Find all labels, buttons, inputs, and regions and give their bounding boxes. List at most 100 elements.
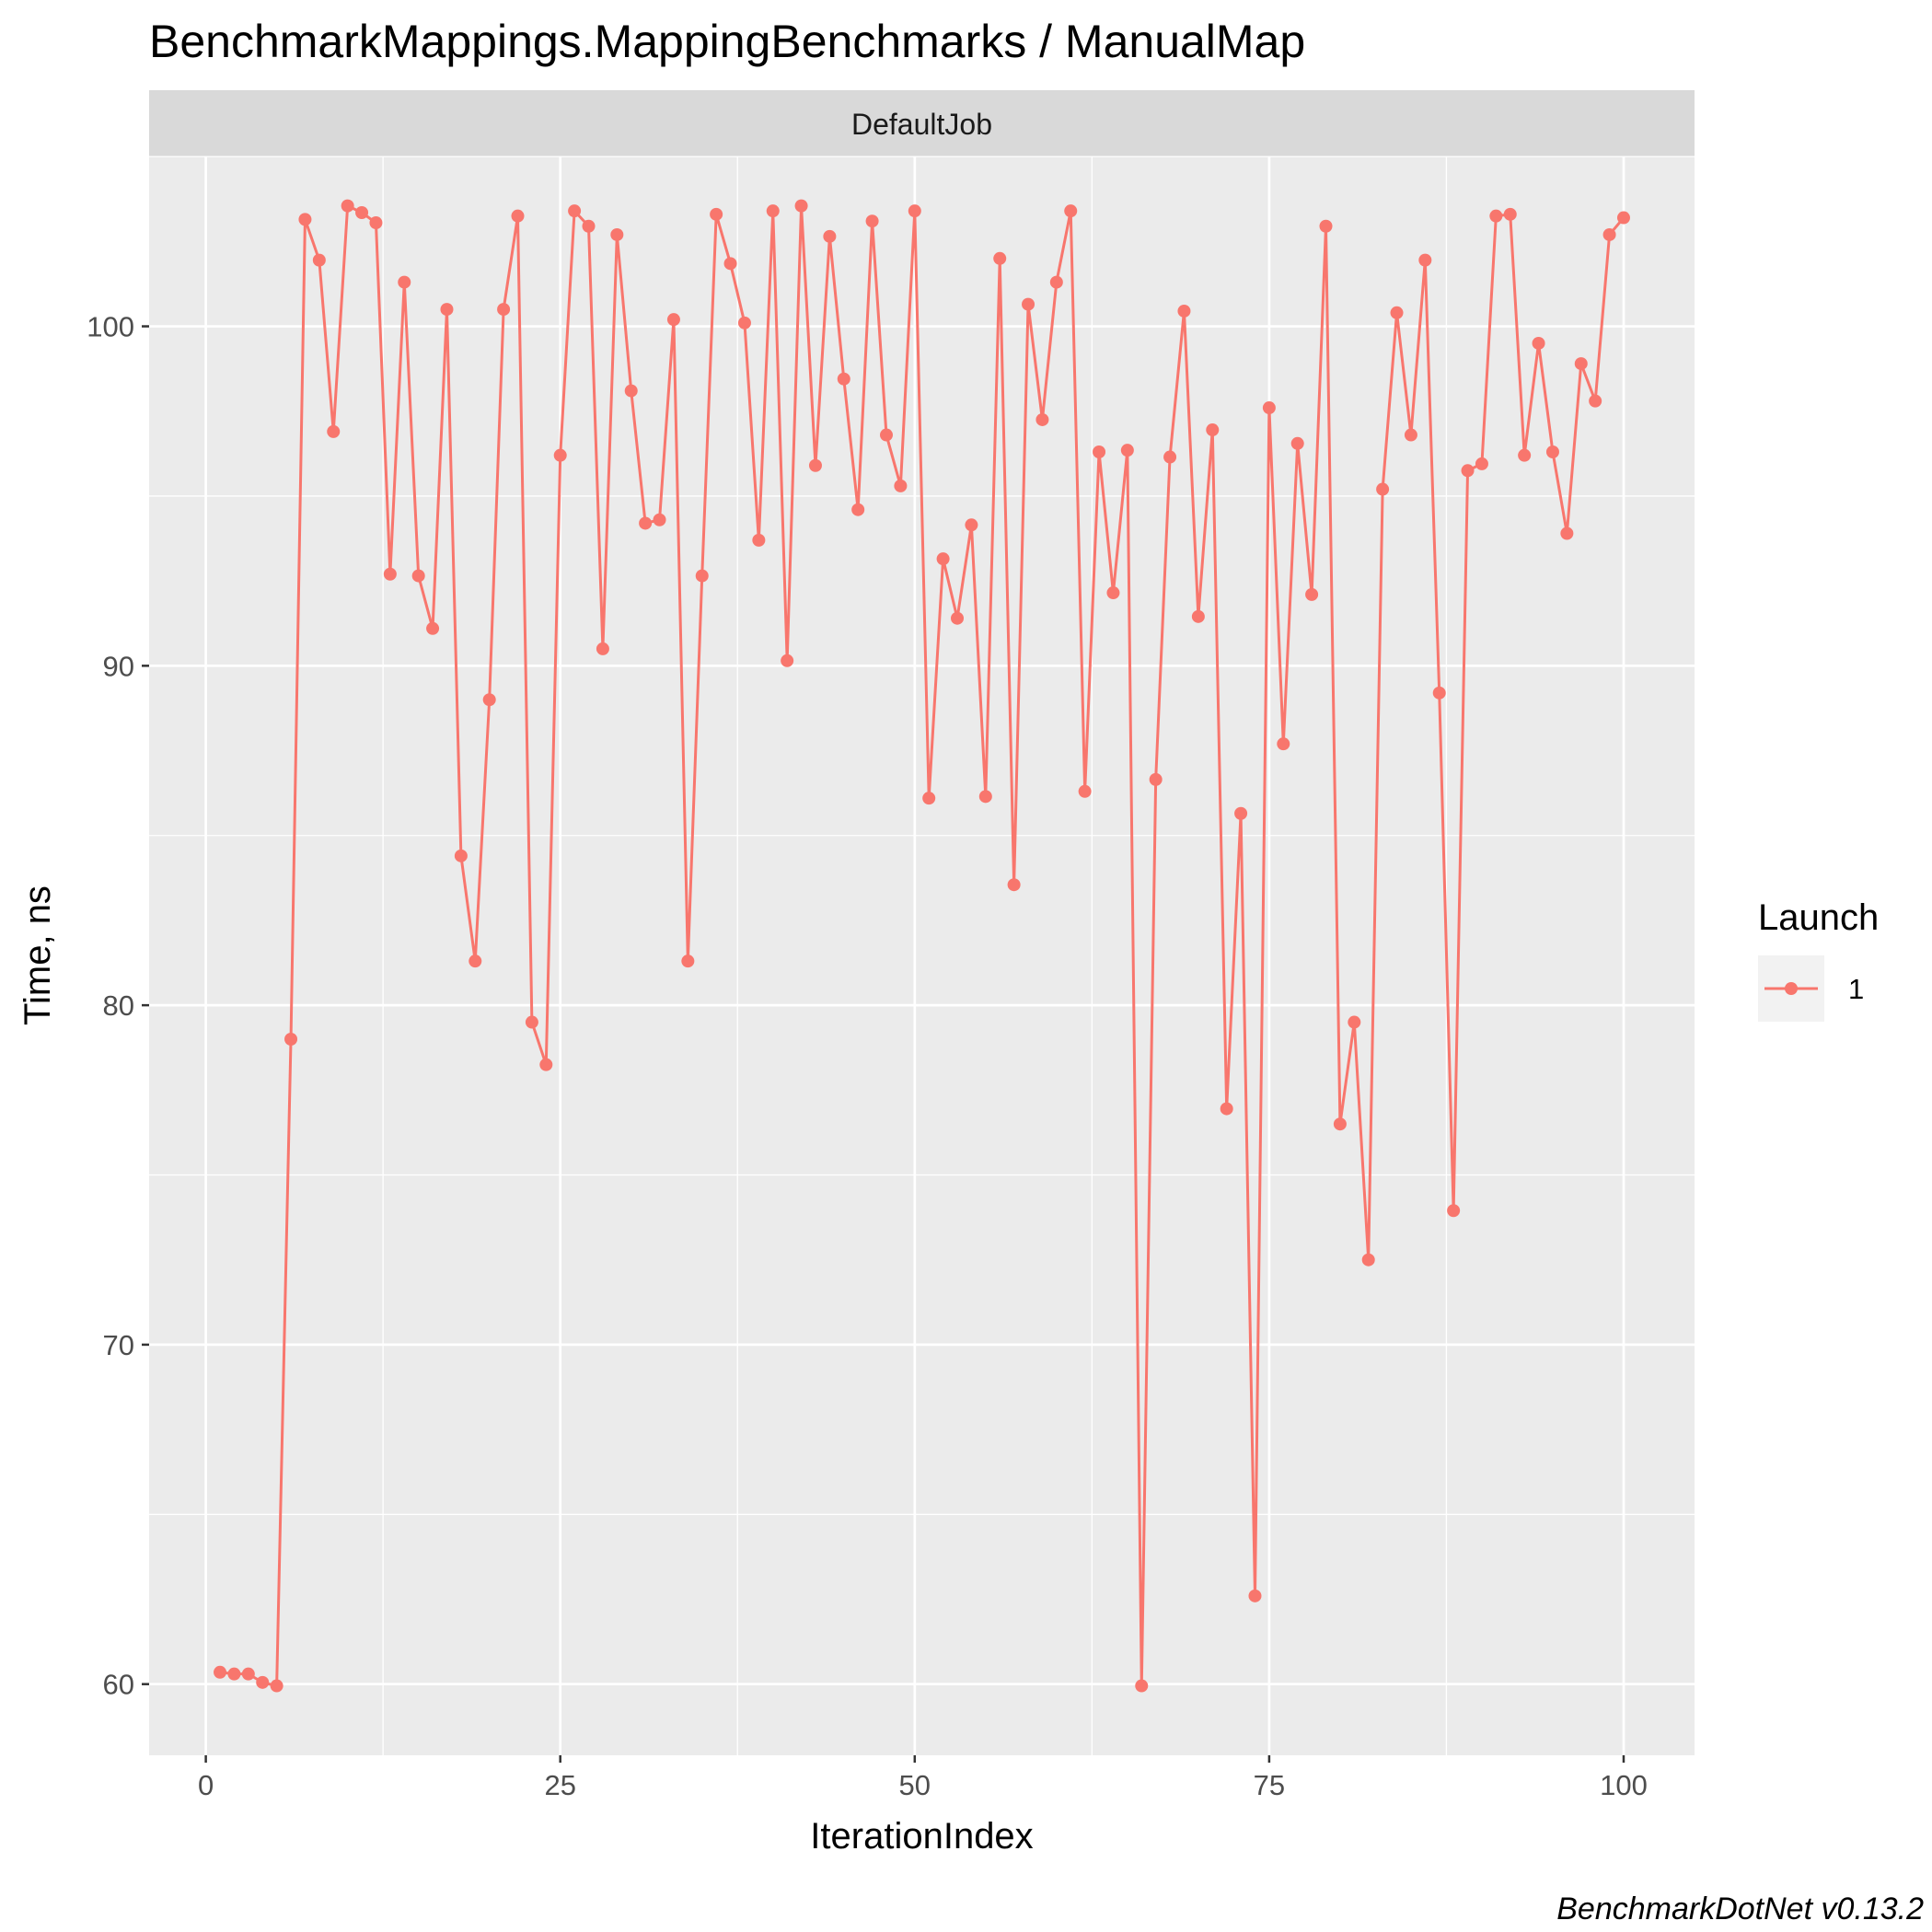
data-point-87 (1432, 686, 1446, 700)
data-point-95 (1545, 445, 1559, 458)
data-point-36 (710, 207, 723, 221)
data-point-41 (781, 654, 794, 667)
data-point-59 (1035, 412, 1049, 426)
data-point-32 (653, 513, 666, 526)
data-point-9 (327, 424, 341, 438)
x-tick-label-1: 25 (544, 1769, 575, 1801)
data-point-23 (525, 1015, 538, 1029)
data-point-74 (1248, 1589, 1262, 1602)
y-axis: 60 70 80 90 100 (87, 311, 149, 1701)
y-tick-label-1: 70 (103, 1329, 134, 1361)
facet-strip (149, 90, 1695, 156)
data-point-71 (1206, 423, 1220, 437)
data-point-89 (1461, 464, 1475, 478)
y-tick-label-3: 90 (103, 650, 134, 682)
data-point-91 (1489, 209, 1503, 223)
data-point-27 (582, 219, 596, 233)
data-point-42 (794, 199, 808, 213)
data-point-46 (851, 503, 865, 516)
data-point-57 (1007, 878, 1021, 892)
data-point-61 (1064, 204, 1078, 218)
legend-label-1: 1 (1848, 973, 1864, 1005)
data-point-90 (1475, 457, 1488, 470)
x-tick-label-4: 100 (1600, 1769, 1648, 1801)
data-point-54 (965, 518, 978, 532)
data-point-80 (1333, 1117, 1347, 1131)
data-point-86 (1418, 253, 1432, 267)
data-point-99 (1602, 227, 1616, 241)
data-point-22 (511, 209, 525, 223)
data-point-17 (440, 303, 454, 317)
data-point-97 (1574, 357, 1588, 371)
data-point-96 (1560, 526, 1574, 540)
caption: BenchmarkDotNet v0.13.2 (1556, 1892, 1924, 1926)
data-point-55 (978, 790, 992, 804)
data-point-1 (214, 1665, 227, 1679)
data-point-3 (241, 1667, 255, 1681)
x-tick-label-3: 75 (1254, 1769, 1285, 1801)
data-point-82 (1361, 1253, 1375, 1267)
data-point-72 (1220, 1102, 1233, 1116)
data-point-48 (879, 428, 893, 442)
series-layer (214, 199, 1630, 1693)
data-point-21 (497, 303, 511, 317)
facet-strip-label: DefaultJob (851, 108, 992, 141)
grid-minor (149, 156, 1695, 1755)
data-point-60 (1049, 275, 1063, 289)
data-point-8 (312, 253, 326, 267)
legend-title: Launch (1758, 897, 1879, 938)
y-axis-title: Time, ns (17, 885, 58, 1025)
data-point-81 (1348, 1015, 1361, 1029)
data-point-43 (808, 458, 822, 472)
data-point-25 (553, 448, 567, 462)
data-point-50 (908, 204, 921, 218)
data-point-45 (837, 372, 850, 386)
data-point-94 (1532, 336, 1545, 350)
data-point-24 (539, 1058, 553, 1071)
y-tick-label-4: 100 (87, 311, 134, 343)
data-point-49 (894, 479, 908, 492)
x-tick-label-2: 50 (899, 1769, 931, 1801)
data-point-79 (1319, 219, 1333, 233)
data-point-88 (1447, 1204, 1461, 1218)
y-tick-label-2: 80 (103, 989, 134, 1022)
data-point-40 (766, 204, 780, 218)
data-point-51 (922, 792, 936, 805)
data-point-6 (284, 1033, 298, 1047)
data-point-98 (1589, 394, 1602, 408)
data-point-56 (993, 251, 1007, 265)
data-point-15 (411, 569, 425, 583)
data-point-44 (823, 229, 837, 243)
legend: Launch 1 (1758, 897, 1879, 1022)
data-point-58 (1022, 297, 1035, 311)
data-point-11 (355, 205, 369, 219)
data-point-65 (1120, 444, 1134, 457)
data-point-10 (341, 199, 354, 213)
x-axis: 0 25 50 75 100 (198, 1755, 1648, 1801)
data-point-19 (469, 954, 482, 968)
data-point-76 (1277, 737, 1290, 751)
data-point-31 (639, 516, 653, 530)
data-point-67 (1149, 772, 1163, 786)
data-point-2 (227, 1667, 241, 1681)
data-point-62 (1078, 784, 1092, 798)
data-point-39 (752, 533, 766, 547)
data-point-30 (624, 384, 638, 398)
data-point-33 (666, 313, 680, 327)
data-point-20 (482, 693, 496, 707)
data-point-16 (426, 621, 440, 635)
data-point-13 (383, 567, 397, 581)
data-point-52 (936, 552, 950, 566)
data-point-53 (951, 611, 965, 625)
data-point-37 (723, 257, 737, 271)
data-point-47 (865, 214, 879, 228)
data-point-75 (1262, 401, 1276, 415)
data-point-7 (298, 213, 312, 226)
data-point-34 (681, 954, 695, 968)
y-tick-label-0: 60 (103, 1669, 134, 1701)
data-point-73 (1234, 806, 1248, 820)
legend-key-point (1785, 982, 1798, 995)
data-point-68 (1163, 450, 1177, 464)
data-point-69 (1177, 304, 1191, 318)
data-point-77 (1290, 436, 1304, 450)
